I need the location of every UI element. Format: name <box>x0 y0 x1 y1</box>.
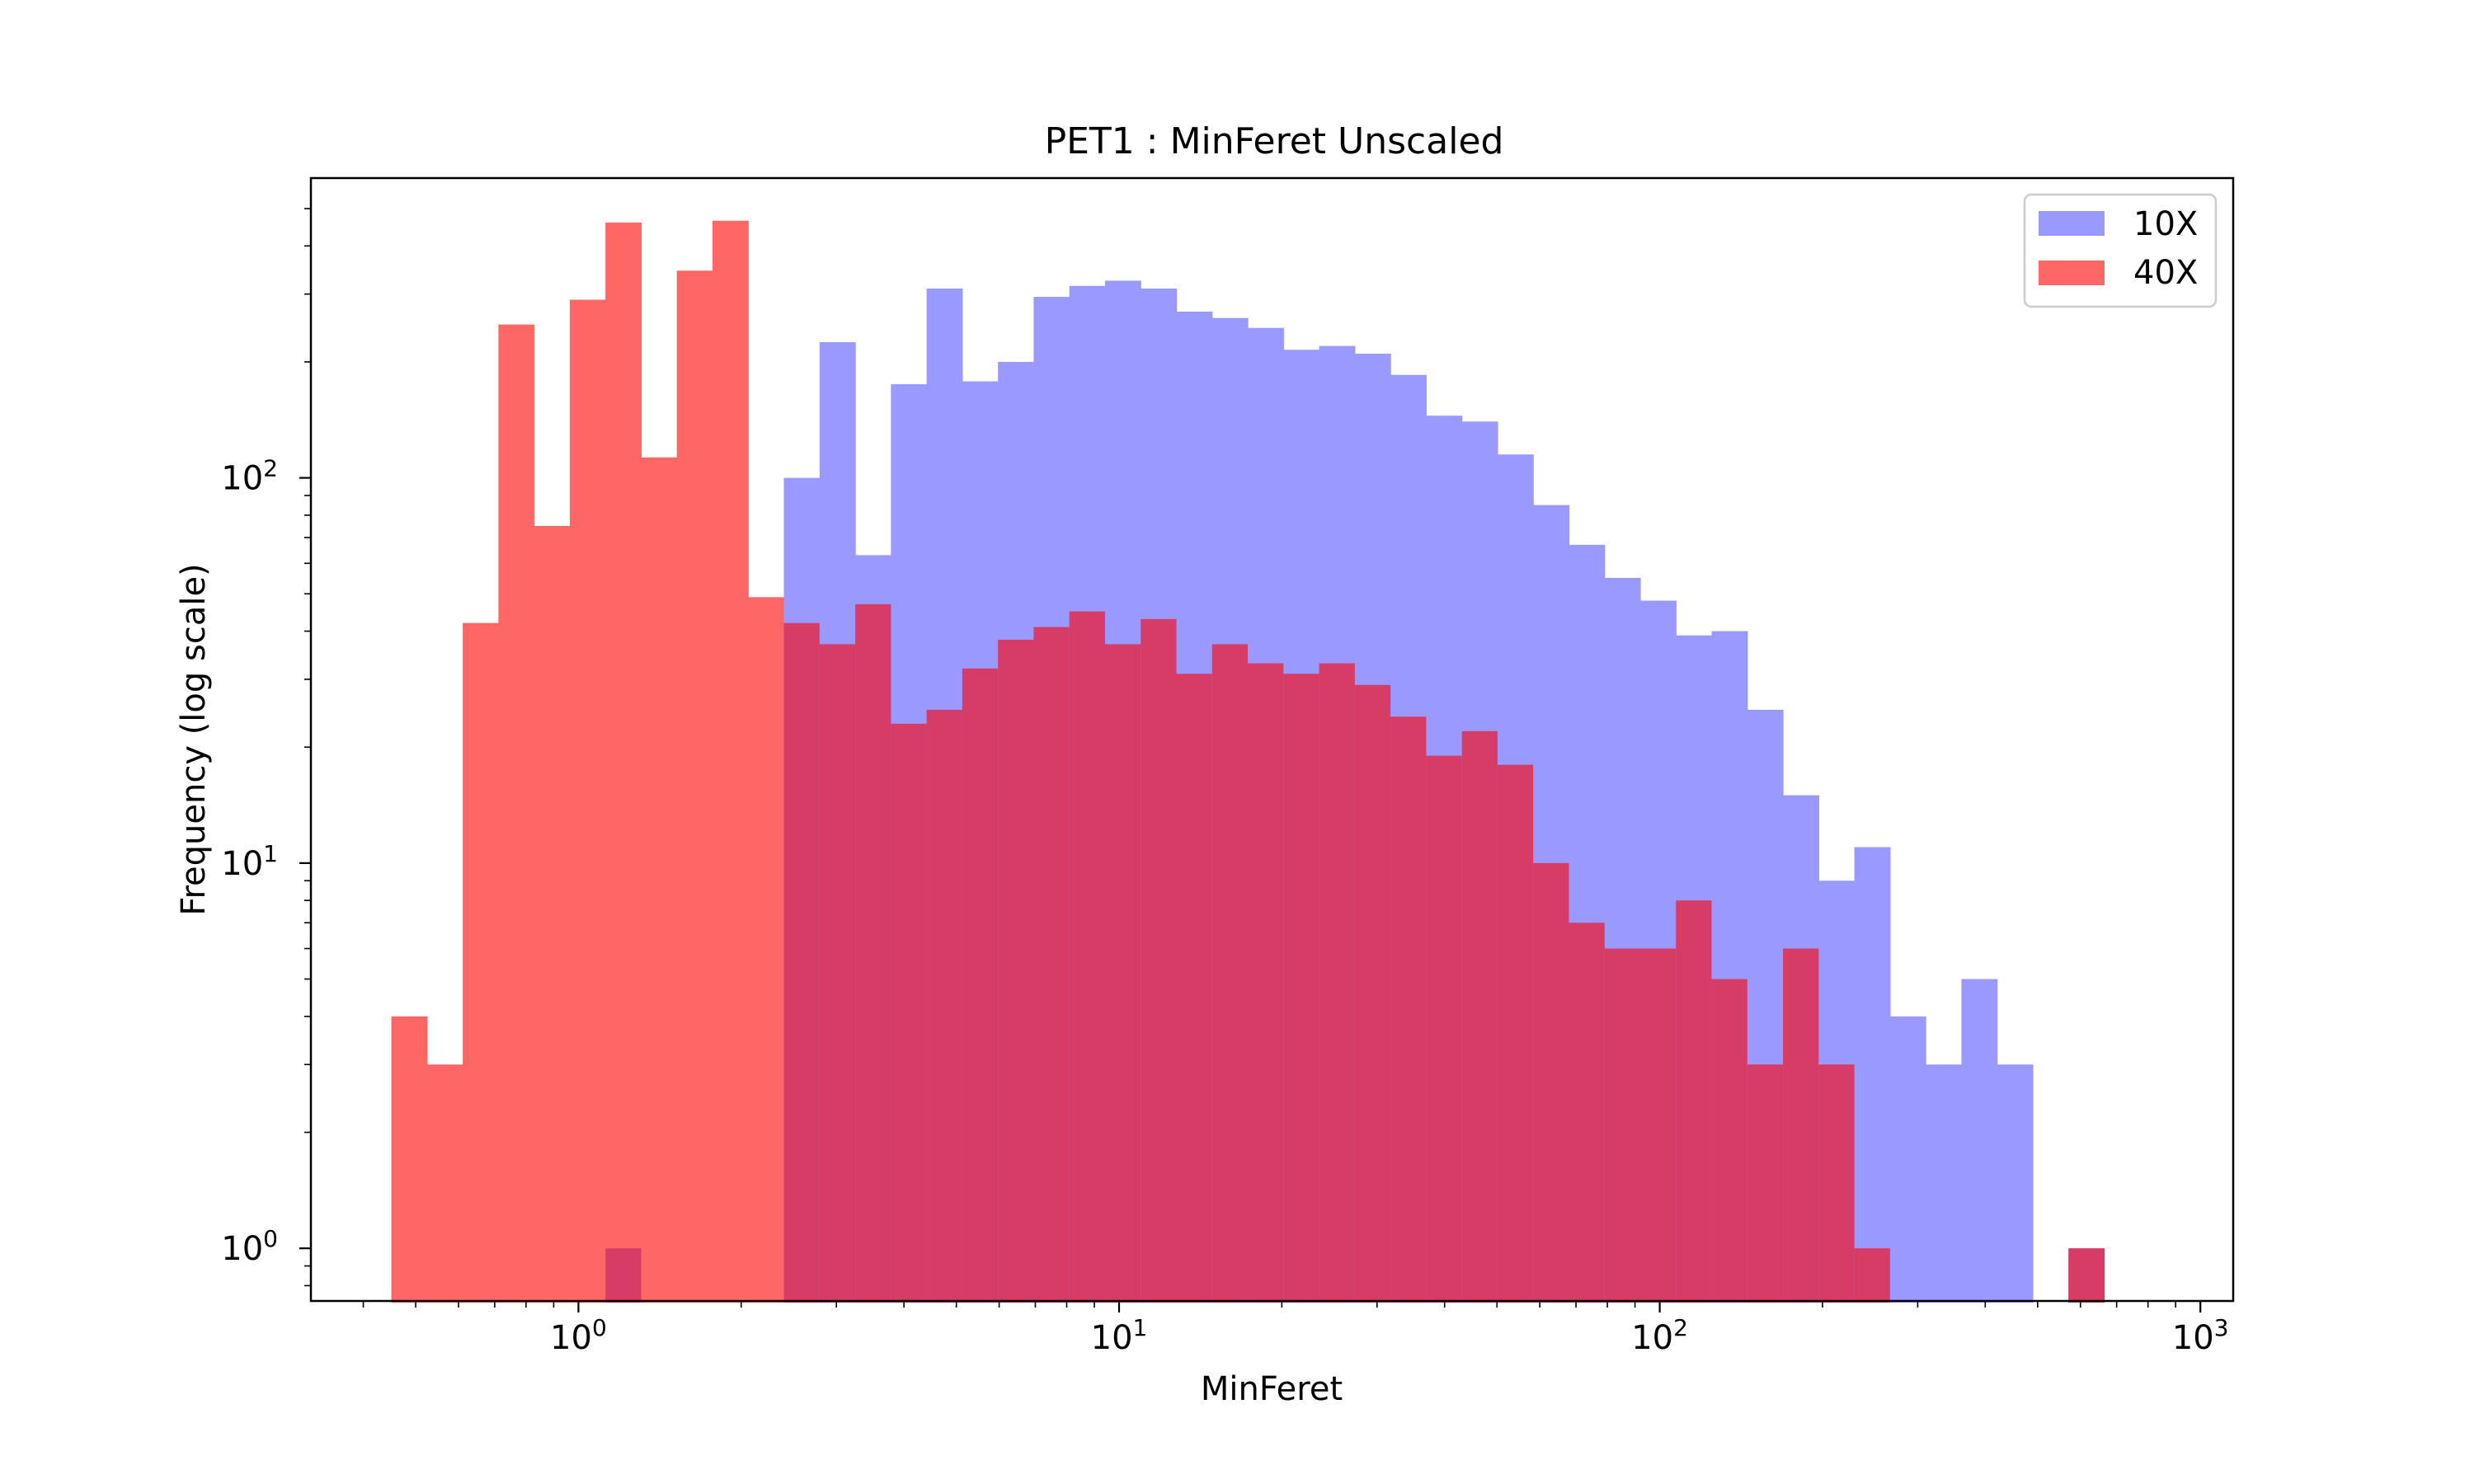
bar-overlap <box>998 639 1035 1303</box>
x-tick-label: 103 <box>2172 1314 2229 1357</box>
bar-overlap <box>1676 900 1713 1303</box>
bar-10x <box>1854 847 1891 1303</box>
bar-40x <box>569 299 606 1303</box>
bar-overlap <box>926 709 963 1303</box>
bar-10x <box>1926 1064 1963 1303</box>
y-tick-label: 100 <box>221 1225 278 1268</box>
x-axis-label: MinFeret <box>1201 1370 1343 1408</box>
bar-overlap <box>1569 923 1606 1303</box>
bar-10x <box>1889 1016 1926 1303</box>
bar-overlap <box>1711 979 1748 1303</box>
bar-10x <box>1961 979 1998 1303</box>
legend: 10X 40X <box>2023 193 2218 308</box>
bar-overlap <box>1104 644 1141 1303</box>
plot-frame <box>309 176 2235 1303</box>
bar-40x <box>498 324 535 1303</box>
bars-layer <box>391 220 2105 1303</box>
bar-overlap <box>1818 1064 1856 1303</box>
bar-overlap <box>1176 674 1213 1303</box>
bar-overlap <box>1069 611 1106 1303</box>
bar-overlap <box>1248 663 1284 1303</box>
bar-10x <box>1997 1064 2034 1303</box>
bar-40x <box>391 1016 428 1303</box>
bar-overlap <box>1533 862 1570 1303</box>
bar-overlap <box>1497 764 1534 1303</box>
bar-overlap <box>1426 755 1463 1303</box>
bar-overlap <box>1283 674 1320 1303</box>
x-axis-ticks: 100 101 102 103 <box>362 1301 2229 1357</box>
bar-overlap <box>1640 948 1677 1303</box>
bar-overlap <box>1319 663 1356 1303</box>
bar-40x <box>426 1064 463 1303</box>
bar-overlap <box>962 668 999 1303</box>
bar-overlap <box>1461 730 1498 1303</box>
bar-overlap <box>1747 1064 1784 1303</box>
y-axis-ticks: 100 101 102 <box>221 208 311 1287</box>
legend-swatch-10x <box>2039 211 2105 236</box>
legend-label-40x: 40X <box>2133 254 2198 292</box>
bar-40x <box>713 220 749 1303</box>
bar-40x <box>605 222 642 1303</box>
bar-40x <box>748 597 785 1303</box>
y-tick-label: 101 <box>221 840 278 883</box>
x-tick-label: 101 <box>1091 1314 1148 1357</box>
bar-40x <box>676 270 713 1303</box>
bar-40x <box>641 457 678 1303</box>
bar-overlap <box>1783 948 1819 1303</box>
bar-overlap <box>855 603 891 1303</box>
x-tick-label: 100 <box>550 1314 607 1357</box>
bar-overlap <box>1141 618 1178 1303</box>
bar-overlap <box>1390 716 1427 1303</box>
bar-40x <box>463 622 499 1303</box>
bar-overlap <box>605 1248 642 1303</box>
bar-overlap <box>891 723 928 1303</box>
bar-overlap <box>819 644 856 1303</box>
legend-label-10x: 10X <box>2133 205 2198 243</box>
x-tick-label: 102 <box>1631 1314 1688 1357</box>
bar-overlap <box>1854 1248 1891 1303</box>
chart-title: PET1 : MinFeret Unscaled <box>1045 120 1504 162</box>
legend-swatch-40x <box>2039 261 2105 285</box>
bar-overlap <box>1211 644 1249 1303</box>
bar-overlap <box>1604 948 1641 1303</box>
bar-overlap <box>2068 1248 2105 1303</box>
bar-overlap <box>1033 627 1070 1303</box>
bar-40x <box>534 525 571 1303</box>
bar-overlap <box>1354 684 1391 1303</box>
bar-overlap <box>783 622 821 1303</box>
y-axis-label: Frequency (log scale) <box>175 563 213 915</box>
y-tick-label: 102 <box>221 455 278 498</box>
